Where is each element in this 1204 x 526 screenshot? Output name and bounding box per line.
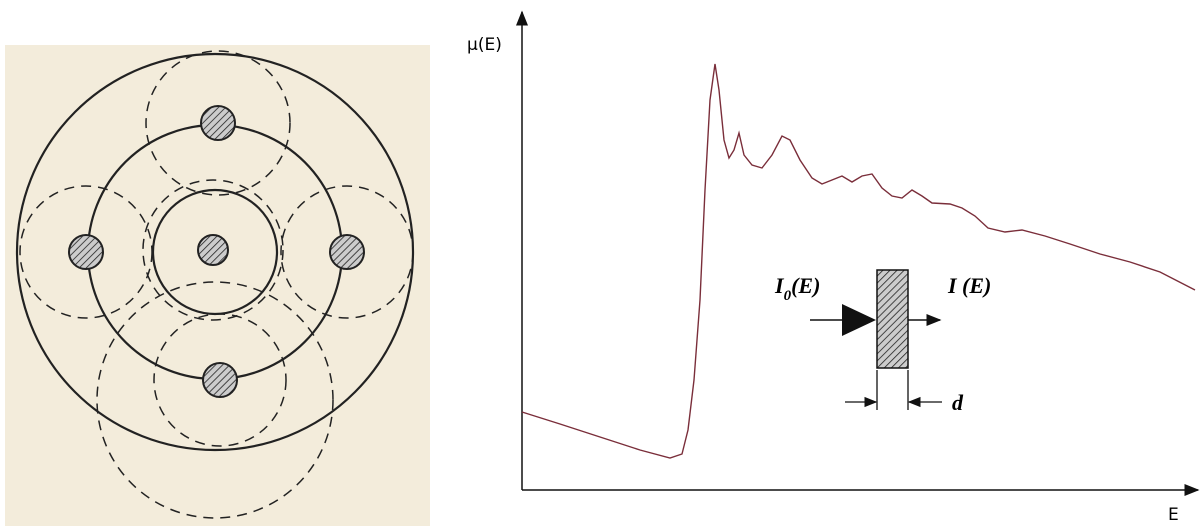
thickness-label: d bbox=[952, 390, 964, 415]
scattering-diagram bbox=[5, 45, 430, 526]
dashed-circles bbox=[19, 50, 414, 519]
incident-suffix: (E) bbox=[791, 273, 820, 298]
sample bbox=[876, 269, 909, 369]
transmitted-label: I (E) bbox=[947, 273, 991, 298]
transmission-inset: I0(E) I (E) d bbox=[774, 269, 991, 415]
x-axis-label: E bbox=[1168, 505, 1179, 525]
incident-label: I0(E) bbox=[774, 273, 820, 304]
y-axis-label: μ(E) bbox=[467, 35, 502, 55]
incident-arrowhead bbox=[842, 304, 876, 336]
incident-subscript: 0 bbox=[784, 288, 792, 304]
spectrum: μ(E) E bbox=[467, 10, 1200, 525]
absorption-curve bbox=[521, 63, 1196, 459]
incident-symbol: I bbox=[774, 273, 785, 298]
atoms bbox=[68, 105, 365, 398]
